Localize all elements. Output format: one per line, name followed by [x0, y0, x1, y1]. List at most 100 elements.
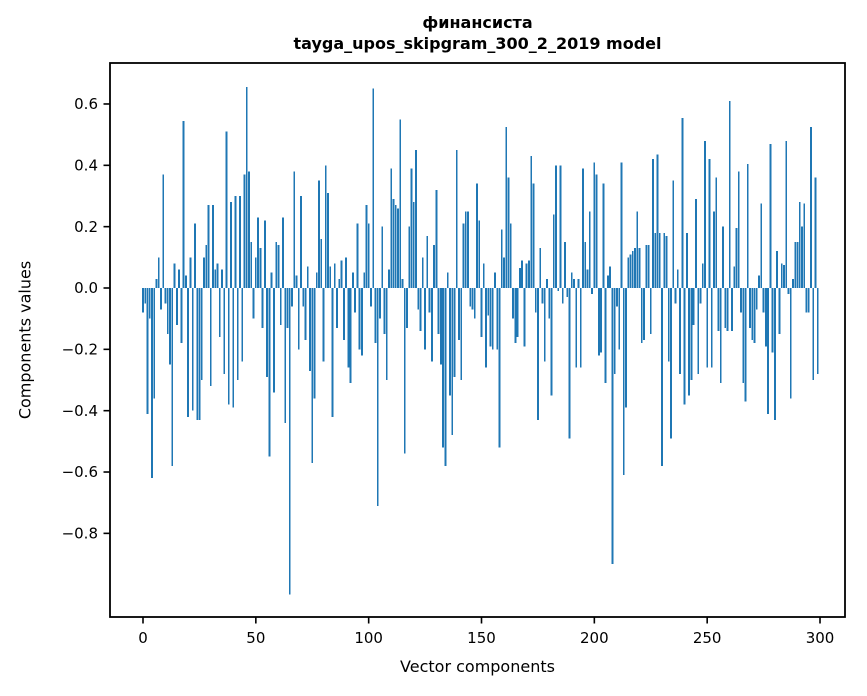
bar — [351, 272, 354, 289]
bar — [164, 288, 167, 304]
bar — [649, 288, 652, 334]
y-tick-label: −0.2 — [62, 341, 98, 359]
bar — [166, 288, 169, 334]
bar — [430, 288, 433, 362]
bar — [568, 288, 571, 439]
bar — [295, 275, 298, 288]
bar — [385, 288, 388, 381]
bar — [230, 202, 232, 288]
bar — [654, 232, 657, 288]
bar — [737, 171, 740, 288]
bar — [451, 288, 454, 436]
bar — [275, 242, 278, 288]
y-tick-label: −0.8 — [62, 525, 98, 543]
bar — [559, 165, 562, 288]
bar — [755, 288, 758, 310]
bar — [753, 288, 756, 344]
bar — [270, 272, 273, 289]
bar — [257, 217, 259, 288]
bar — [525, 263, 528, 288]
bar — [627, 257, 630, 288]
bar — [460, 288, 463, 381]
bar — [227, 288, 230, 405]
bar — [489, 288, 492, 347]
bar — [751, 288, 754, 341]
plot-border — [109, 62, 846, 618]
bar — [600, 288, 603, 353]
bar — [555, 165, 557, 288]
bar — [717, 288, 720, 331]
bar — [284, 288, 287, 423]
bar — [372, 88, 375, 289]
bar — [611, 288, 614, 565]
bar — [313, 288, 316, 399]
bar — [471, 288, 474, 310]
bar — [694, 199, 697, 288]
bar — [636, 211, 639, 288]
bar — [546, 278, 548, 288]
bar — [374, 288, 377, 344]
bar — [376, 288, 379, 506]
bar — [528, 260, 530, 288]
bar — [681, 117, 684, 288]
bar — [268, 288, 271, 457]
bar — [500, 229, 503, 288]
bar — [146, 288, 149, 414]
bar — [487, 288, 490, 316]
bar — [180, 288, 183, 344]
bar — [218, 288, 221, 338]
bar — [277, 245, 280, 288]
bar — [408, 226, 411, 288]
bar — [706, 288, 709, 368]
bar — [345, 257, 347, 288]
bar — [548, 288, 551, 319]
bar — [324, 165, 327, 288]
bar — [322, 288, 325, 362]
bar — [300, 195, 302, 288]
bar — [333, 263, 336, 288]
bar — [631, 251, 634, 288]
bar — [485, 288, 487, 368]
bar — [232, 288, 235, 408]
bar — [652, 159, 654, 288]
bar — [437, 288, 440, 334]
bar — [640, 288, 643, 344]
bar — [392, 199, 395, 288]
bar — [758, 275, 760, 288]
bar — [764, 288, 767, 347]
bar — [279, 288, 282, 325]
bar — [749, 288, 751, 328]
bar — [478, 220, 481, 288]
bar — [704, 140, 706, 288]
bar — [679, 288, 681, 374]
bar — [200, 288, 203, 381]
bar — [588, 211, 591, 288]
bar — [683, 288, 686, 405]
bar — [212, 205, 214, 288]
bar — [250, 242, 253, 288]
bar — [388, 269, 390, 288]
bar — [365, 205, 368, 288]
bar — [769, 143, 772, 288]
bar — [602, 183, 605, 288]
bar — [577, 278, 580, 288]
bar — [543, 288, 546, 362]
bar — [155, 278, 158, 288]
bar — [442, 288, 445, 448]
bar — [674, 288, 677, 304]
bar — [406, 288, 408, 328]
bar — [534, 288, 537, 313]
bar — [234, 195, 237, 288]
bar — [582, 168, 584, 288]
bar — [731, 288, 733, 331]
x-tick-label: 300 — [806, 629, 835, 647]
bar — [537, 288, 539, 420]
bar — [744, 288, 747, 402]
bar — [473, 288, 476, 319]
bar — [209, 288, 212, 387]
bar — [142, 288, 144, 313]
bar — [261, 288, 264, 328]
bar — [458, 288, 460, 341]
bar — [663, 232, 666, 288]
